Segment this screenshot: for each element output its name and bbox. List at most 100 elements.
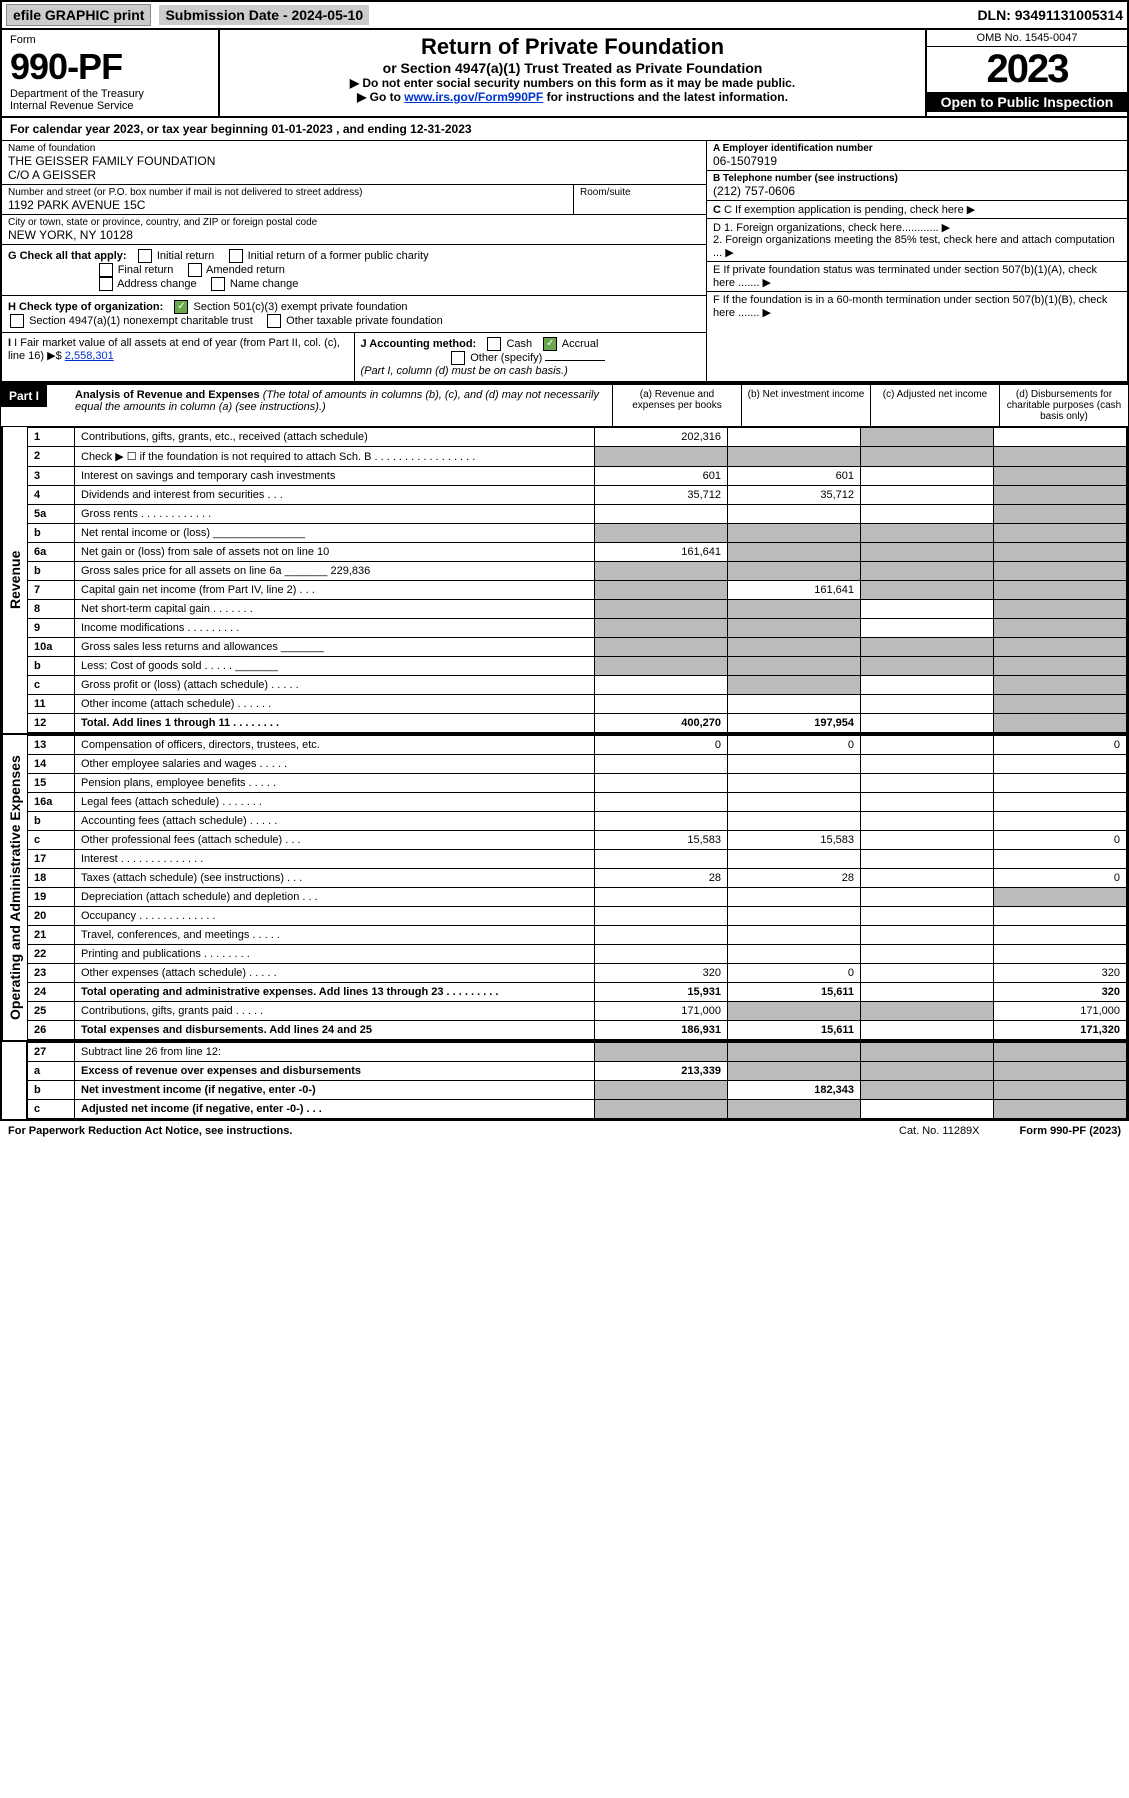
line-number: 24 — [28, 983, 75, 1002]
table-row: bLess: Cost of goods sold . . . . . ____… — [28, 657, 1127, 676]
col-c-value — [861, 638, 994, 657]
col-b-value — [728, 562, 861, 581]
pra-notice: For Paperwork Reduction Act Notice, see … — [8, 1125, 292, 1137]
col-c-value — [861, 1002, 994, 1021]
col-b-value — [728, 505, 861, 524]
col-d-value: 320 — [994, 964, 1127, 983]
line-number: 14 — [28, 755, 75, 774]
h-501c3-checkbox[interactable] — [174, 300, 188, 314]
efile-button[interactable]: efile GRAPHIC print — [6, 4, 151, 26]
col-b-value: 0 — [728, 964, 861, 983]
line-number: b — [28, 524, 75, 543]
line-desc: Depreciation (attach schedule) and deple… — [75, 888, 595, 907]
col-a-value: 213,339 — [595, 1062, 728, 1081]
col-b-header: (b) Net investment income — [741, 385, 870, 426]
g-amended-checkbox[interactable] — [188, 263, 202, 277]
col-c-value — [861, 428, 994, 447]
line-desc: Dividends and interest from securities .… — [75, 486, 595, 505]
revenue-label: Revenue — [2, 427, 27, 733]
open-inspection: Open to Public Inspection — [927, 92, 1127, 112]
col-d-value — [994, 467, 1127, 486]
omb: OMB No. 1545-0047 — [927, 30, 1127, 47]
col-c-value — [861, 793, 994, 812]
j-other-checkbox[interactable] — [451, 351, 465, 365]
col-b-value — [728, 1100, 861, 1119]
fmv-link[interactable]: 2,558,301 — [65, 350, 114, 362]
col-a-value — [595, 850, 728, 869]
col-d-value: 0 — [994, 831, 1127, 850]
col-c-value — [861, 714, 994, 733]
col-d-value — [994, 774, 1127, 793]
telephone: (212) 757-0606 — [713, 184, 1121, 198]
table-row: 23Other expenses (attach schedule) . . .… — [28, 964, 1127, 983]
col-a-value: 186,931 — [595, 1021, 728, 1040]
col-d-value — [994, 945, 1127, 964]
g-initial-former-checkbox[interactable] — [229, 249, 243, 263]
line-desc: Net short-term capital gain . . . . . . … — [75, 600, 595, 619]
col-a-value — [595, 1043, 728, 1062]
col-c-value — [861, 505, 994, 524]
table-row: 3Interest on savings and temporary cash … — [28, 467, 1127, 486]
table-row: 19Depreciation (attach schedule) and dep… — [28, 888, 1127, 907]
col-c-header: (c) Adjusted net income — [870, 385, 999, 426]
col-c-value — [861, 774, 994, 793]
j-accrual-checkbox[interactable] — [543, 337, 557, 351]
col-a-value — [595, 505, 728, 524]
line-desc: Total operating and administrative expen… — [75, 983, 595, 1002]
line-desc: Interest on savings and temporary cash i… — [75, 467, 595, 486]
col-d-value — [994, 812, 1127, 831]
line-number: b — [28, 812, 75, 831]
col-a-value: 400,270 — [595, 714, 728, 733]
col-c-value — [861, 926, 994, 945]
h-row: H Check type of organization: Section 50… — [2, 296, 706, 333]
table-row: 2Check ▶ ☐ if the foundation is not requ… — [28, 447, 1127, 467]
col-b-value — [728, 850, 861, 869]
line-desc: Adjusted net income (if negative, enter … — [75, 1100, 595, 1119]
g-name-checkbox[interactable] — [211, 277, 225, 291]
table-row: bAccounting fees (attach schedule) . . .… — [28, 812, 1127, 831]
expenses-label: Operating and Administrative Expenses — [2, 735, 27, 1040]
h-other-checkbox[interactable] — [267, 314, 281, 328]
j-row: J Accounting method: Cash Accrual Other … — [354, 333, 707, 381]
col-b-value: 0 — [728, 736, 861, 755]
line-desc: Legal fees (attach schedule) . . . . . .… — [75, 793, 595, 812]
col-a-value — [595, 619, 728, 638]
line-desc: Pension plans, employee benefits . . . .… — [75, 774, 595, 793]
table-row: 12Total. Add lines 1 through 11 . . . . … — [28, 714, 1127, 733]
form-note2: ▶ Go to www.irs.gov/Form990PF for instru… — [224, 90, 921, 104]
line-number: 25 — [28, 1002, 75, 1021]
col-a-value — [595, 907, 728, 926]
col-d-value — [994, 1062, 1127, 1081]
col-a-value — [595, 695, 728, 714]
line-number: 15 — [28, 774, 75, 793]
line-number: c — [28, 676, 75, 695]
col-d-value: 171,000 — [994, 1002, 1127, 1021]
col-a-value — [595, 657, 728, 676]
col-c-value — [861, 562, 994, 581]
col-b-value — [728, 793, 861, 812]
j-cash-checkbox[interactable] — [487, 337, 501, 351]
bottom-section: 27Subtract line 26 from line 12:aExcess … — [0, 1042, 1129, 1121]
col-c-value — [861, 1021, 994, 1040]
line-number: 19 — [28, 888, 75, 907]
col-b-value — [728, 907, 861, 926]
g-final-checkbox[interactable] — [99, 263, 113, 277]
col-a-header: (a) Revenue and expenses per books — [612, 385, 741, 426]
col-c-value — [861, 869, 994, 888]
line-number: 9 — [28, 619, 75, 638]
line-number: 3 — [28, 467, 75, 486]
col-c-value — [861, 447, 994, 467]
e-row: E If private foundation status was termi… — [707, 262, 1127, 292]
table-row: 6aNet gain or (loss) from sale of assets… — [28, 543, 1127, 562]
col-c-value — [861, 1081, 994, 1100]
line-desc: Gross sales price for all assets on line… — [75, 562, 595, 581]
h-4947-checkbox[interactable] — [10, 314, 24, 328]
line-desc: Total. Add lines 1 through 11 . . . . . … — [75, 714, 595, 733]
g-address-checkbox[interactable] — [99, 277, 113, 291]
col-a-value — [595, 581, 728, 600]
col-b-value: 161,641 — [728, 581, 861, 600]
col-a-value — [595, 676, 728, 695]
irs-link[interactable]: www.irs.gov/Form990PF — [404, 90, 543, 104]
g-initial-checkbox[interactable] — [138, 249, 152, 263]
col-a-value — [595, 1100, 728, 1119]
